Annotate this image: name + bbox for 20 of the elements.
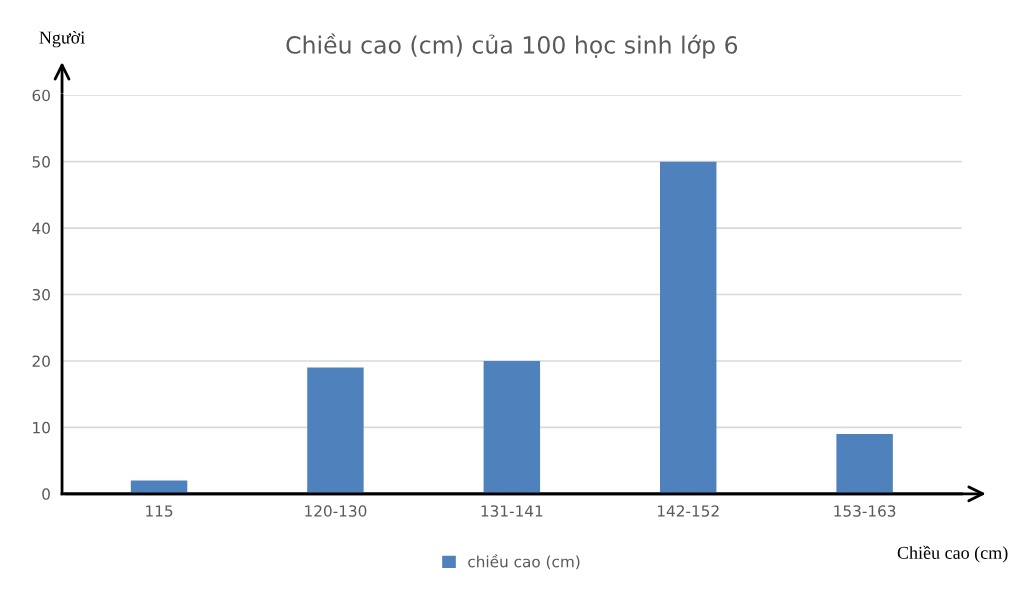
y-tick-label: 60 xyxy=(32,89,50,102)
y-tick-label: 0 xyxy=(42,488,50,500)
x-tick-label: 115 xyxy=(146,505,173,517)
bar xyxy=(483,360,541,494)
x-tick-label: 142-152 xyxy=(657,505,719,517)
y-tick-label: 30 xyxy=(32,288,50,301)
bar xyxy=(660,161,717,494)
legend-label: chiều cao (cm) xyxy=(468,554,580,570)
bar xyxy=(836,434,893,494)
x-axis-title: Chiều cao (cm) xyxy=(897,545,1008,563)
y-tick-label: 20 xyxy=(32,355,50,367)
y-axis-title: Người xyxy=(39,30,85,48)
x-tick-label: 120-130 xyxy=(305,505,367,517)
x-tick-label: 131-141 xyxy=(481,505,543,517)
chart-title: Chiều cao (cm) của 100 học sinh lớp 6 xyxy=(286,33,738,59)
y-tick-label: 50 xyxy=(32,156,50,168)
y-tick-label: 10 xyxy=(33,421,50,434)
x-tick-label: 153-163 xyxy=(834,505,896,517)
y-tick-label: 40 xyxy=(32,222,50,235)
bar xyxy=(307,367,364,494)
